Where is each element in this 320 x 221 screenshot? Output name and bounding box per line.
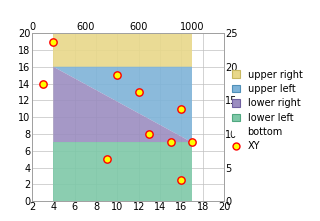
Point bbox=[189, 141, 195, 144]
Point bbox=[115, 73, 120, 77]
Point bbox=[179, 107, 184, 110]
Point bbox=[179, 178, 184, 182]
Polygon shape bbox=[53, 67, 192, 142]
Point bbox=[51, 40, 56, 43]
Polygon shape bbox=[53, 33, 192, 67]
Polygon shape bbox=[53, 67, 192, 142]
Legend: upper right, upper left, lower right, lower left, bottom, XY: upper right, upper left, lower right, lo… bbox=[232, 70, 302, 151]
Point bbox=[104, 157, 109, 161]
Polygon shape bbox=[53, 142, 192, 201]
Point bbox=[40, 82, 45, 85]
Point bbox=[168, 141, 173, 144]
Point bbox=[147, 132, 152, 136]
Point bbox=[136, 90, 141, 94]
